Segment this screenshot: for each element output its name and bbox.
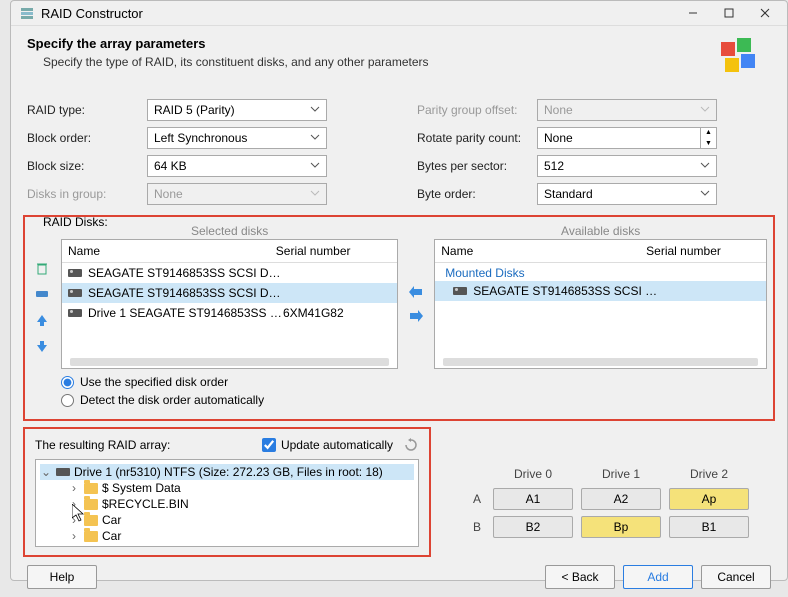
parity-offset-label: Parity group offset: — [417, 103, 537, 117]
folder-icon — [84, 515, 98, 526]
grid-col-header: Drive 1 — [577, 463, 665, 485]
bytes-sector-select[interactable]: 512 — [537, 155, 717, 177]
move-right-button[interactable] — [408, 309, 424, 323]
minimize-button[interactable] — [675, 1, 711, 25]
parity-cell: A2 — [581, 488, 661, 510]
disk-tools — [31, 239, 53, 369]
grid-row-header: A — [469, 485, 489, 513]
wizard-header: Specify the array parameters Specify the… — [11, 26, 787, 93]
move-down-button[interactable] — [33, 337, 51, 355]
result-tree[interactable]: ⌄ Drive 1 (nr5310) NTFS (Size: 272.23 GB… — [35, 459, 419, 547]
disk-row[interactable]: SEAGATE ST9146853SS SCSI Disk Device0 — [62, 283, 397, 303]
bytes-sector-label: Bytes per sector: — [417, 159, 537, 173]
maximize-button[interactable] — [711, 1, 747, 25]
disk-order-radios: Use the specified disk order Detect the … — [31, 369, 767, 413]
resulting-array-label: The resulting RAID array: — [35, 438, 262, 452]
cancel-button[interactable]: Cancel — [701, 565, 771, 589]
block-order-select[interactable]: Left Synchronous — [147, 127, 327, 149]
parity-cell: Bp — [581, 516, 661, 538]
parity-offset-select: None — [537, 99, 717, 121]
parity-cell: B1 — [669, 516, 749, 538]
tree-item[interactable]: ›$RECYCLE.BIN — [40, 496, 414, 512]
rotate-parity-spin[interactable]: None▲▼ — [537, 127, 717, 149]
raid-type-label: RAID type: — [27, 103, 147, 117]
disk-group-header: Mounted Disks — [435, 263, 766, 281]
tree-root[interactable]: ⌄ Drive 1 (nr5310) NTFS (Size: 272.23 GB… — [40, 464, 414, 480]
selected-scrollbar[interactable] — [70, 358, 389, 366]
block-order-label: Block order: — [27, 131, 147, 145]
raid-constructor-window: RAID Constructor Specify the array param… — [10, 0, 788, 581]
folder-icon — [84, 483, 98, 494]
transfer-buttons — [406, 239, 426, 369]
update-auto-label: Update automatically — [281, 438, 393, 452]
tree-item[interactable]: ›$ System Data — [40, 480, 414, 496]
disk-icon — [68, 269, 82, 277]
byte-order-select[interactable]: Standard — [537, 183, 717, 205]
add-button[interactable]: Add — [623, 565, 693, 589]
selected-disks-panel: Selected disks NameSerial number SEAGATE… — [61, 239, 398, 369]
expand-icon[interactable]: › — [68, 497, 80, 511]
add-disk-button[interactable] — [33, 285, 51, 303]
tree-item[interactable]: ›Car — [40, 528, 414, 544]
grid-row-header: B — [469, 513, 489, 541]
disk-icon — [68, 309, 82, 317]
available-scrollbar[interactable] — [443, 358, 758, 366]
disk-icon — [68, 289, 82, 297]
parameters-form: RAID type: RAID 5 (Parity) Parity group … — [11, 93, 787, 213]
page-subtitle: Specify the type of RAID, its constituen… — [43, 55, 429, 69]
block-size-select[interactable]: 64 KB — [147, 155, 327, 177]
collapse-icon[interactable]: ⌄ — [40, 465, 52, 479]
block-size-label: Block size: — [27, 159, 147, 173]
refresh-button[interactable] — [403, 437, 419, 453]
auto-order-radio[interactable]: Detect the disk order automatically — [61, 393, 763, 407]
disk-row[interactable]: SEAGATE ST9146853SS SCSI Disk Device1 — [435, 281, 766, 301]
available-disks-title: Available disks — [435, 222, 766, 240]
expand-icon[interactable]: › — [68, 481, 80, 495]
grid-col-header: Drive 0 — [489, 463, 577, 485]
titlebar: RAID Constructor — [11, 1, 787, 26]
byte-order-label: Byte order: — [417, 187, 537, 201]
folder-icon — [84, 499, 98, 510]
wizard-footer: Help < Back Add Cancel — [11, 557, 787, 597]
grid-col-header: Drive 2 — [665, 463, 753, 485]
tree-item[interactable]: ›Car — [40, 512, 414, 528]
disk-row[interactable]: Drive 1 SEAGATE ST9146853SS SCSI Dis…6XM… — [62, 303, 397, 323]
folder-icon — [84, 531, 98, 542]
parity-cell: B2 — [493, 516, 573, 538]
expand-icon[interactable]: › — [68, 513, 80, 527]
specified-order-radio[interactable]: Use the specified disk order — [61, 375, 763, 389]
drive-icon — [56, 468, 70, 476]
raid-disks-section: RAID Disks: Selected disks NameSerial nu… — [23, 215, 775, 421]
back-button[interactable]: < Back — [545, 565, 615, 589]
spin-down-icon[interactable]: ▼ — [701, 138, 716, 149]
wizard-icon — [717, 36, 761, 83]
resulting-array-section: The resulting RAID array: Update automat… — [23, 427, 431, 557]
remove-disk-button[interactable] — [33, 259, 51, 277]
disk-icon — [453, 287, 467, 295]
disk-row[interactable]: SEAGATE ST9146853SS SCSI Disk Device2 — [62, 263, 397, 283]
parity-cell: A1 — [493, 488, 573, 510]
app-icon — [19, 5, 35, 21]
rotate-parity-label: Rotate parity count: — [417, 131, 537, 145]
spin-up-icon[interactable]: ▲ — [701, 127, 716, 138]
disks-group-select: None — [147, 183, 327, 205]
parity-layout-grid: Drive 0Drive 1Drive 2 AA1 A2 Ap BB2 Bp B1 — [447, 427, 775, 557]
selected-disks-title: Selected disks — [62, 222, 397, 240]
page-title: Specify the array parameters — [27, 36, 429, 51]
window-title: RAID Constructor — [41, 6, 675, 21]
help-button[interactable]: Help — [27, 565, 97, 589]
close-button[interactable] — [747, 1, 783, 25]
expand-icon[interactable]: › — [68, 529, 80, 543]
parity-cell: Ap — [669, 488, 749, 510]
move-left-button[interactable] — [408, 285, 424, 299]
available-disks-panel: Available disks NameSerial number Mounte… — [434, 239, 767, 369]
disks-group-label: Disks in group: — [27, 187, 147, 201]
raid-type-select[interactable]: RAID 5 (Parity) — [147, 99, 327, 121]
update-auto-checkbox[interactable] — [262, 438, 276, 452]
move-up-button[interactable] — [33, 311, 51, 329]
